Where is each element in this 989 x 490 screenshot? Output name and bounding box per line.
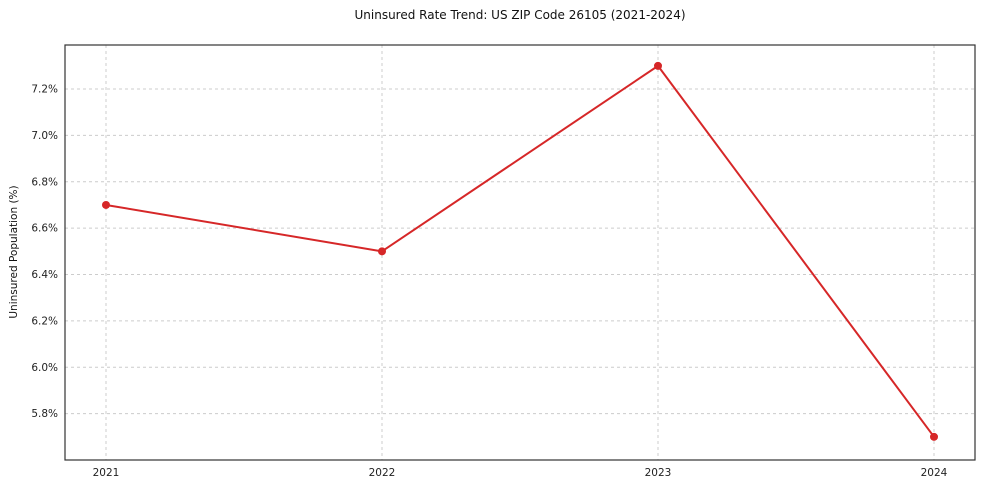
plot-border bbox=[64, 44, 976, 461]
y-tick-label: 7.0% bbox=[31, 130, 58, 142]
x-tick-label: 2023 bbox=[645, 467, 672, 479]
y-tick-label: 6.2% bbox=[31, 315, 58, 327]
x-tick-label: 2022 bbox=[369, 467, 396, 479]
data-point-marker bbox=[654, 61, 662, 70]
x-tick-label: 2024 bbox=[921, 467, 948, 479]
y-tick-label: 6.6% bbox=[31, 223, 58, 235]
data-point-marker bbox=[930, 432, 938, 441]
x-tick-label: 2021 bbox=[93, 467, 120, 479]
data-point-marker bbox=[102, 200, 110, 209]
y-tick-label: 5.8% bbox=[31, 408, 58, 420]
line-series bbox=[105, 64, 935, 438]
y-tick-label: 7.2% bbox=[31, 84, 58, 96]
y-tick-label: 6.8% bbox=[31, 176, 58, 188]
y-tick-label: 6.0% bbox=[31, 362, 58, 374]
data-point-marker bbox=[378, 247, 386, 256]
y-tick-label: 6.4% bbox=[31, 269, 58, 281]
chart-title: Uninsured Rate Trend: US ZIP Code 26105 … bbox=[354, 8, 686, 22]
